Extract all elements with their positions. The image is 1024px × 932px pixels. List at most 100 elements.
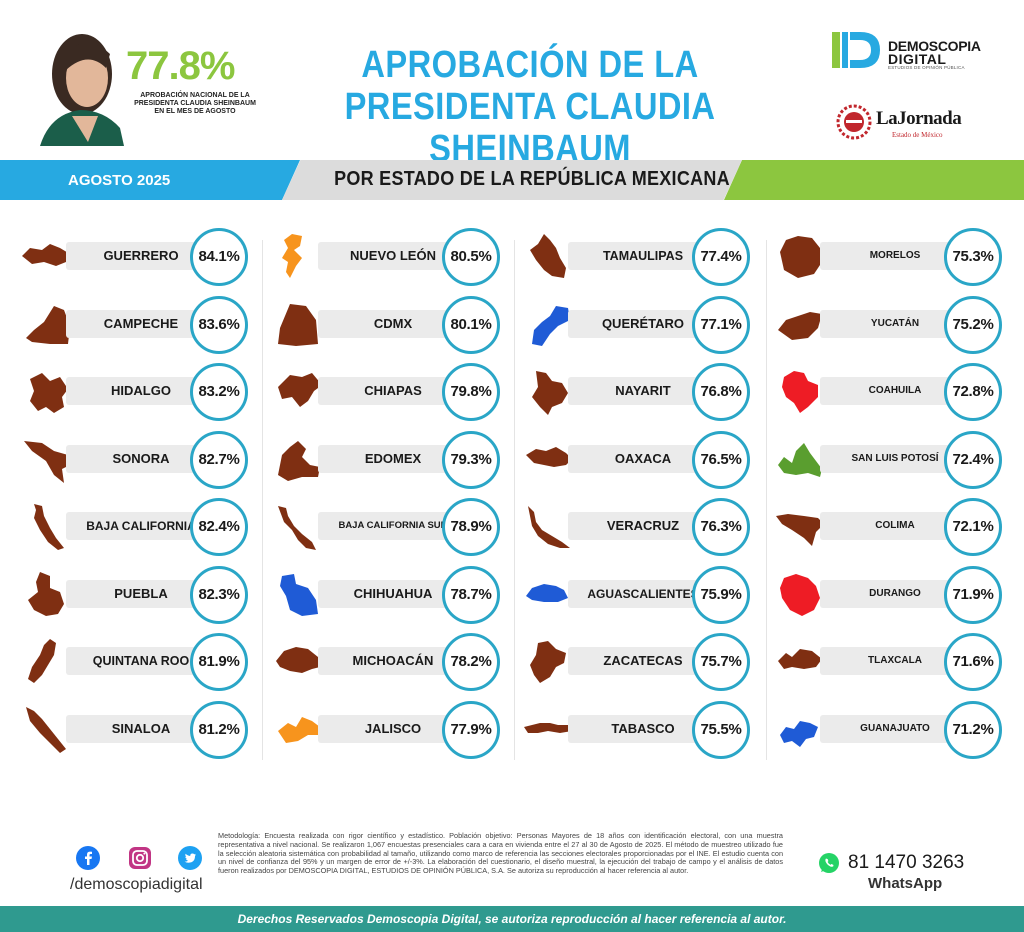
state-approval-grid: GUERRERO 84.1% CAMPECHE 83.6% HIDALGO 83.2% SO… xyxy=(0,228,1024,788)
state-map-silhouette xyxy=(778,311,822,340)
state-map-shape xyxy=(34,504,64,550)
state-name: CDMX xyxy=(373,315,413,331)
state-row: MICHOACÁN 78.2% xyxy=(272,633,512,691)
state-name: NUEVO LEÓN xyxy=(350,248,436,263)
la-jornada-name: LaJornada xyxy=(876,108,962,129)
value-ring xyxy=(692,700,750,759)
value-ring xyxy=(190,295,248,354)
state-map-silhouette xyxy=(530,234,566,278)
title-band: AGOSTO 2025 POR ESTADO DE LA REPÚBLICA M… xyxy=(0,160,1024,200)
la-jornada-seal-icon xyxy=(836,104,872,140)
value-ring xyxy=(190,430,248,489)
state-approval-value: 75.9% xyxy=(700,585,742,603)
state-approval-value: 76.8% xyxy=(700,383,742,400)
demoscopia-logo-tagline: ESTUDIOS DE OPINIÓN PÚBLICA xyxy=(888,65,965,70)
demoscopia-logo: DEMOSCOPIA DIGITAL ESTUDIOS DE OPINIÓN P… xyxy=(828,28,1003,76)
state-approval-value: 72.1% xyxy=(952,518,994,535)
value-ring xyxy=(944,633,1002,691)
state-map-shape xyxy=(530,641,566,683)
value-ring xyxy=(692,498,750,556)
state-map-shape xyxy=(526,446,572,467)
state-map-silhouette xyxy=(530,641,566,683)
state-approval-value: 78.9% xyxy=(450,518,492,535)
state-map-shape xyxy=(780,236,822,278)
state-approval-value: 71.2% xyxy=(952,720,994,738)
state-map-shape xyxy=(26,305,70,344)
whatsapp-label: WhatsApp xyxy=(868,875,943,892)
state-row: CAMPECHE 83.6% xyxy=(20,295,260,354)
state-row: TLAXCALA 71.6% xyxy=(774,633,1014,691)
state-approval-value: 81.9% xyxy=(198,653,240,670)
demoscopia-logo-line2: DIGITAL xyxy=(888,51,947,67)
rights-text: Derechos Reservados Demoscopia Digital, … xyxy=(237,912,787,926)
value-ring xyxy=(190,228,248,286)
state-approval-value: 83.2% xyxy=(198,383,240,400)
state-approval-value: 83.6% xyxy=(198,315,240,333)
state-name: TLAXCALA xyxy=(868,655,922,666)
state-map-silhouette xyxy=(22,244,70,266)
state-name: SAN LUIS POTOSÍ xyxy=(851,452,939,464)
state-map-shape xyxy=(278,373,322,407)
twitter-icon[interactable] xyxy=(178,846,202,870)
state-map-silhouette xyxy=(780,573,820,616)
state-row: DURANGO 71.9% xyxy=(774,565,1014,624)
state-approval-value: 79.3% xyxy=(450,450,492,468)
whatsapp-contact[interactable]: 81 1470 3263 WhatsApp xyxy=(818,850,988,898)
state-map-shape xyxy=(276,647,320,673)
state-map-silhouette xyxy=(776,514,824,546)
state-map-silhouette xyxy=(780,236,822,278)
value-ring xyxy=(442,498,500,556)
state-name: HIDALGO xyxy=(111,383,171,398)
demoscopia-logo-mark xyxy=(832,32,880,68)
state-map-shape xyxy=(532,371,568,415)
state-row: PUEBLA 82.3% xyxy=(20,565,260,624)
rights-bar: Derechos Reservados Demoscopia Digital, … xyxy=(0,906,1024,932)
state-map-silhouette xyxy=(278,373,322,407)
state-row: BAJA CALIFORNIA SUR 78.9% xyxy=(272,498,512,556)
state-map-shape xyxy=(24,440,70,483)
state-map-shape xyxy=(280,573,318,616)
state-name: OAXACA xyxy=(614,450,672,466)
column-divider xyxy=(514,240,515,760)
state-name: YUCATÁN xyxy=(870,317,920,329)
state-name: TAMAULIPAS xyxy=(602,249,684,263)
state-name: CAMPECHE xyxy=(103,315,179,331)
state-row: GUERRERO 84.1% xyxy=(20,228,260,286)
social-handle[interactable]: /demoscopiadigital xyxy=(70,876,203,893)
national-approval-caption: APROBACIÓN NACIONAL DE LA PRESIDENTA CLA… xyxy=(134,92,256,115)
value-ring xyxy=(944,295,1002,354)
state-name: CHIAPAS xyxy=(364,383,422,398)
column-divider xyxy=(766,240,767,760)
state-map-silhouette xyxy=(276,647,320,673)
state-map-silhouette xyxy=(278,440,320,481)
state-name: MORELOS xyxy=(869,250,921,261)
state-name: CHIHUAHUA xyxy=(353,585,433,601)
state-map-shape xyxy=(778,649,822,669)
state-map-silhouette xyxy=(782,371,818,413)
band-green-segment xyxy=(724,160,1024,200)
state-approval-value: 72.8% xyxy=(952,383,994,400)
state-name: GUANAJUATO xyxy=(860,722,930,734)
state-row: MORELOS 75.3% xyxy=(774,228,1014,286)
state-map-shape xyxy=(778,442,822,477)
state-row: NUEVO LEÓN 80.5% xyxy=(272,228,512,286)
state-row: CHIAPAS 79.8% xyxy=(272,363,512,421)
state-map-silhouette xyxy=(34,504,64,550)
state-row: AGUASCALIENTES 75.9% xyxy=(522,565,762,624)
state-map-silhouette xyxy=(28,639,56,683)
state-approval-value: 71.9% xyxy=(952,585,994,603)
state-name: VERACRUZ xyxy=(606,518,680,533)
instagram-icon[interactable] xyxy=(128,846,152,870)
state-row: TABASCO 75.5% xyxy=(522,700,762,759)
state-approval-value: 78.2% xyxy=(450,653,492,670)
state-name: TABASCO xyxy=(611,720,675,736)
value-ring xyxy=(692,295,750,354)
state-map-silhouette xyxy=(26,305,70,344)
state-map-silhouette xyxy=(278,506,316,550)
national-approval-value: 77.8% xyxy=(126,44,235,88)
value-ring xyxy=(442,700,500,759)
state-name: QUINTANA ROO xyxy=(92,654,190,668)
state-row: VERACRUZ 76.3% xyxy=(522,498,762,556)
facebook-icon[interactable] xyxy=(76,846,100,870)
state-map-shape xyxy=(278,440,320,481)
